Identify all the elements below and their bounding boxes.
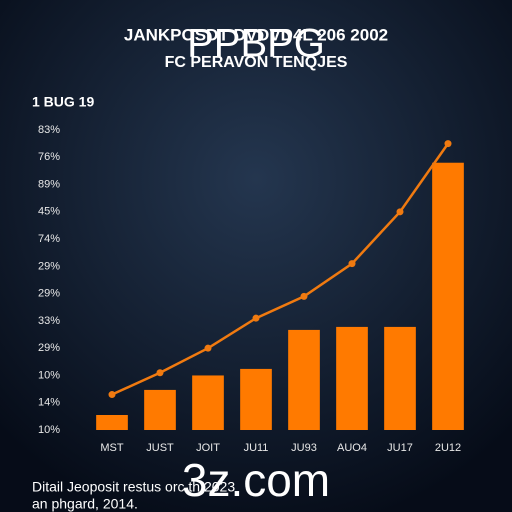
y-tick-label: 89%: [38, 178, 60, 190]
y-tick-label: 33%: [38, 315, 60, 327]
bar: [432, 162, 464, 430]
x-tick-label: 2U12: [435, 442, 461, 454]
y-tick-label: 83%: [38, 124, 60, 136]
watermark: 3z.com: [182, 454, 330, 506]
x-tick-label: JU11: [244, 442, 269, 454]
line: [111, 142, 450, 396]
y-tick-label: 29%: [38, 288, 60, 300]
y-tick-label: 29%: [38, 342, 60, 354]
chart-title: JANKPOSDT DVDVD4L 206 2002: [124, 25, 388, 44]
bar: [336, 326, 368, 430]
footer-line: an phgard, 2014.: [32, 496, 138, 512]
x-tick-label: JOIT: [196, 442, 220, 454]
bar: [288, 329, 320, 430]
line-point: [156, 369, 164, 377]
y-tick-label: 10%: [38, 369, 60, 381]
x-tick-label: JU93: [291, 442, 317, 454]
line-point: [252, 314, 260, 322]
chart-subtitle: FC PERAVON TENQJES: [165, 54, 348, 71]
y-tick-label: 29%: [38, 260, 60, 272]
y-tick-label: 74%: [38, 233, 60, 245]
y-tick-label: 14%: [38, 397, 60, 409]
bar: [96, 415, 128, 430]
bar: [240, 368, 272, 430]
y-axis-label: 1 BUG 19: [32, 94, 94, 110]
bar: [192, 375, 224, 430]
line-point: [348, 260, 356, 268]
footer-line: Ditail Jeoposit restus orc th 2023: [32, 479, 235, 495]
line-point: [396, 208, 404, 216]
y-tick-label: 76%: [38, 151, 60, 163]
x-tick-label: AUO4: [337, 442, 367, 454]
line-point: [444, 140, 452, 148]
overlay-text: PPBPG: [187, 22, 325, 66]
line-point: [204, 344, 212, 352]
line-point: [300, 292, 308, 300]
bar: [384, 326, 416, 430]
x-tick-label: JUST: [146, 442, 174, 454]
line-point: [108, 391, 116, 399]
x-tick-label: MST: [100, 442, 124, 454]
y-tick-label: 45%: [38, 206, 60, 218]
bar: [144, 389, 176, 430]
y-tick-label: 10%: [38, 424, 60, 436]
x-tick-label: JU17: [387, 442, 413, 454]
